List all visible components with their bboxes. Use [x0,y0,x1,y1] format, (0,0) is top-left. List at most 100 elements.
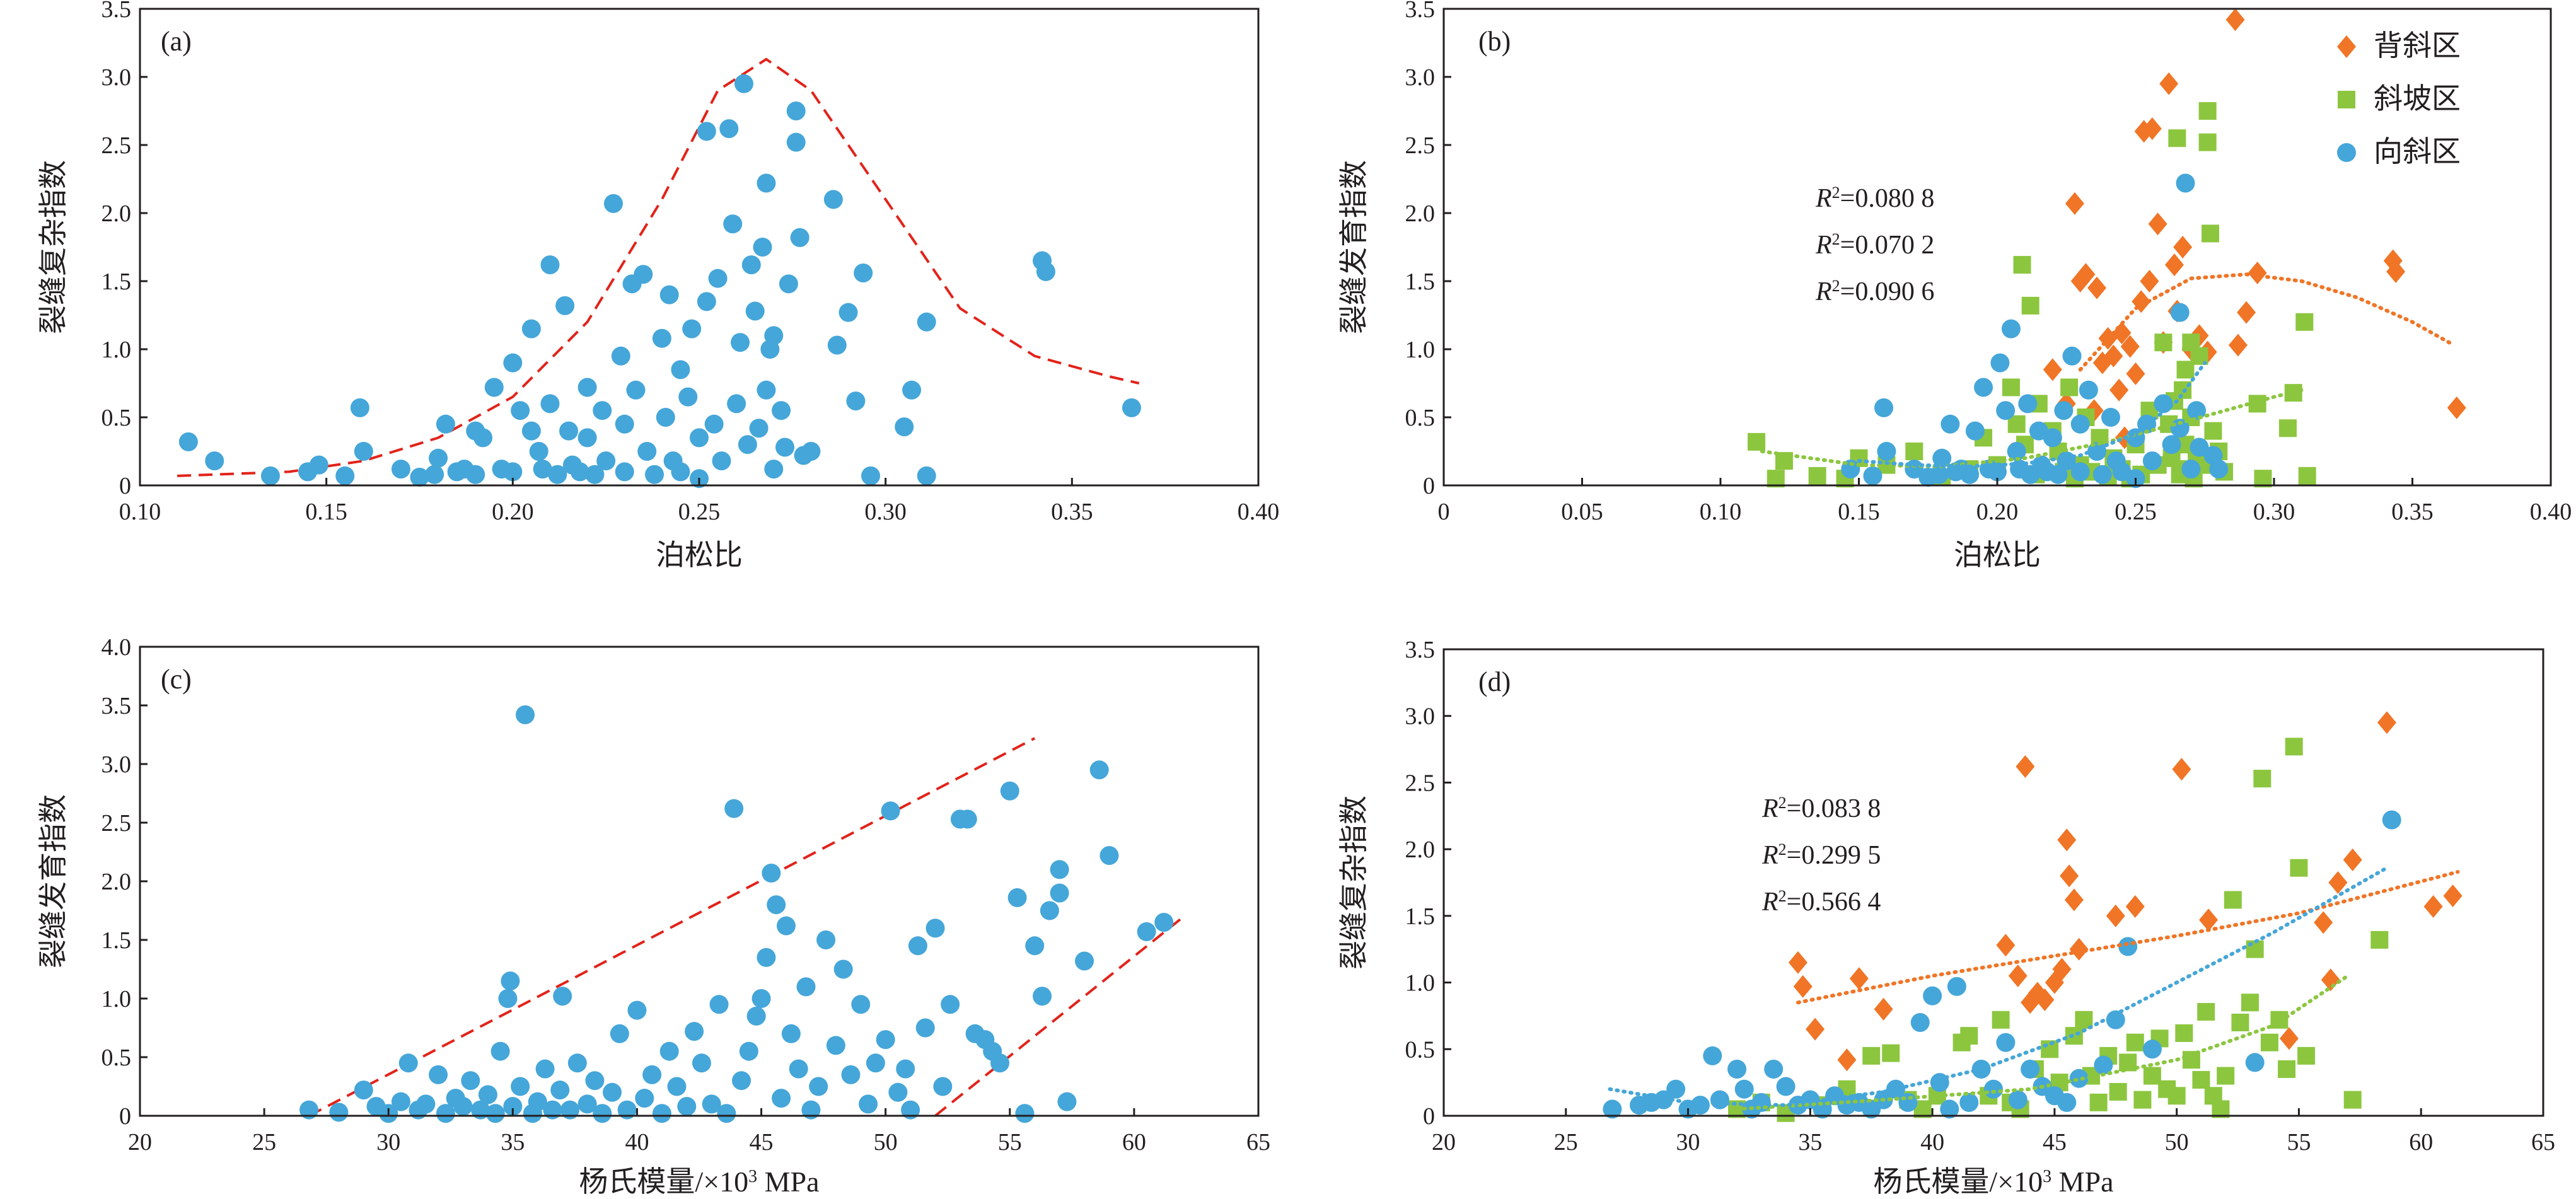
panel-c-point-circle [642,1065,662,1084]
panel-d-point-diamond [2377,711,2396,734]
panel-c-point-circle [732,1071,751,1091]
panel-c-point-circle [702,1094,721,1114]
panel-d-point-square [2217,1067,2235,1085]
panel-d-point-square [2370,930,2389,949]
panel-a-ytick-label: 3.0 [102,64,132,91]
panel-a-point-circle [548,465,567,484]
panel-a-point-circle [260,466,280,485]
panel-c-ytick-label: 1.5 [102,927,132,954]
panel-d: 20 25 30 35 40 45 50 55 60 65 0 0.5 1.0 1.5 2.0 2.5 3.0 3… [1338,637,2555,1198]
panel-c-point-circle [610,1024,629,1043]
panel-d-point-circle [1764,1060,1784,1079]
panel-d-xtick-label: 30 [1676,1129,1700,1156]
panel-c-point-circle [652,1104,671,1123]
panel-c-point-circle [1050,883,1069,903]
panel-d-point-diamond [2106,904,2125,927]
panel-c-point-circle [833,959,853,979]
panel-d-point-diamond [2008,964,2028,987]
panel-c-point-circle [543,1100,562,1120]
legend-marker-syncline [2337,143,2356,162]
panel-c-point-circle [485,1104,505,1123]
panel-d-ytick-label: 3.0 [1405,704,1436,730]
panel-a-point-circle [570,462,589,482]
panel-b-ytick-label: 2.0 [1405,200,1436,227]
panel-b-point-circle [2043,428,2062,448]
panel-c-point-circle [461,1071,480,1091]
panel-d-point-circle [2008,1090,2028,1109]
panel-d-xtick-label: 35 [1798,1129,1822,1156]
panel-a-point-circle [801,442,821,461]
panel-a-point-circle [585,465,605,484]
panel-b-xlabel: 泊松比 [1954,539,2041,571]
panel-a-points [177,57,1141,489]
panel-a-point-circle [749,419,769,438]
panel-d-point-diamond [1806,1017,1825,1041]
panel-a-ytick-label: 0.5 [102,405,132,431]
panel-b-xtick-label: 0.05 [1561,499,1603,525]
panel-c-xtick-label: 50 [874,1129,898,1156]
panel-b-ytick-label: 3.5 [1405,0,1436,23]
panel-d-point-square [2192,1070,2210,1089]
panel-d-point-square [2290,859,2308,877]
panel-a-ytick-label: 3.5 [102,0,132,23]
panel-a-point-circle [838,303,858,322]
panel-b-ytick-label: 0 [1423,473,1435,499]
panel-a-point-circle [719,119,739,139]
panel-a: 0.10 0.15 0.20 0.25 0.30 0.35 0.40 0 0.5 1.0 1.5 2.… [37,0,1279,571]
panel-b-point-circle [1990,353,2010,373]
panel-d-point-circle [1776,1077,1796,1096]
panel-b-point-diamond [2173,236,2193,258]
panel-a-point-circle [533,460,552,479]
panel-b-point-diamond [2386,260,2406,283]
panel-d-ticks: 20 25 30 35 40 45 50 55 60 65 0 0.5 1.0 1.5 2.0 2.5 3.0 3… [1405,637,2556,1156]
panel-b-point-diamond [2159,72,2179,95]
panel-c-point-circle [501,971,520,991]
panel-a-point-circle [697,292,716,311]
panel-a-point-circle [503,353,523,373]
panel-a-point-circle [779,274,798,294]
panel-b-point-diamond [2140,270,2159,293]
panel-b-point-circle [1965,421,1985,441]
panel-a-point-circle [309,455,328,475]
panel-d-point-diamond [2314,911,2333,934]
panel-a-xtick-label: 0.25 [678,499,721,525]
panel-a-point-circle [671,360,690,379]
panel-c-points [299,705,1185,1123]
panel-c-point-circle [398,1053,418,1073]
panel-b-point-circle [1974,378,1993,397]
panel-d-point-diamond [2052,958,2072,981]
panel-b-point-diamond [2142,117,2162,141]
panel-b-ytick-label: 3.0 [1405,64,1436,91]
panel-a-point-circle [637,442,657,461]
panel-d-point-diamond [1788,951,1807,974]
panel-c-point-circle [915,1018,935,1038]
panel-c-point-circle [709,995,729,1014]
panel-c-point-circle [550,1080,570,1100]
panel-a-point-circle [484,378,504,397]
panel-a-point-circle [764,460,784,479]
panel-b-ytick-label: 1.0 [1405,337,1436,363]
panel-a-point-circle [757,380,776,400]
panel-c-point-circle [1137,922,1156,941]
panel-a-point-circle [1122,398,1141,417]
panel-a-point-circle [712,451,731,471]
panel-a-point-circle [577,378,597,397]
panel-d-point-square [2278,1060,2296,1078]
panel-d-point-square [2133,1091,2152,1109]
panel-a-point-circle [529,442,548,461]
panel-d-point-diamond [2125,895,2145,918]
panel-c-point-circle [751,989,771,1008]
panel-a-point-circle [603,194,623,213]
panel-c-label: (c) [161,664,192,695]
panel-c-point-circle [1057,1092,1077,1111]
panel-c-point-circle [1040,901,1059,920]
legend-square-marker [2338,91,2355,108]
panel-d-point-diamond [2069,937,2089,961]
panel-c-xtick-label: 65 [1246,1129,1270,1156]
panel-d-point-circle [1898,1092,1918,1112]
panel-b-point-diamond [2228,333,2248,357]
panel-c-point-circle [659,1041,679,1061]
panel-a-xtick-label: 0.40 [1238,499,1280,525]
panel-d-point-square [2260,1033,2278,1051]
panel-a-point-circle [823,190,843,209]
